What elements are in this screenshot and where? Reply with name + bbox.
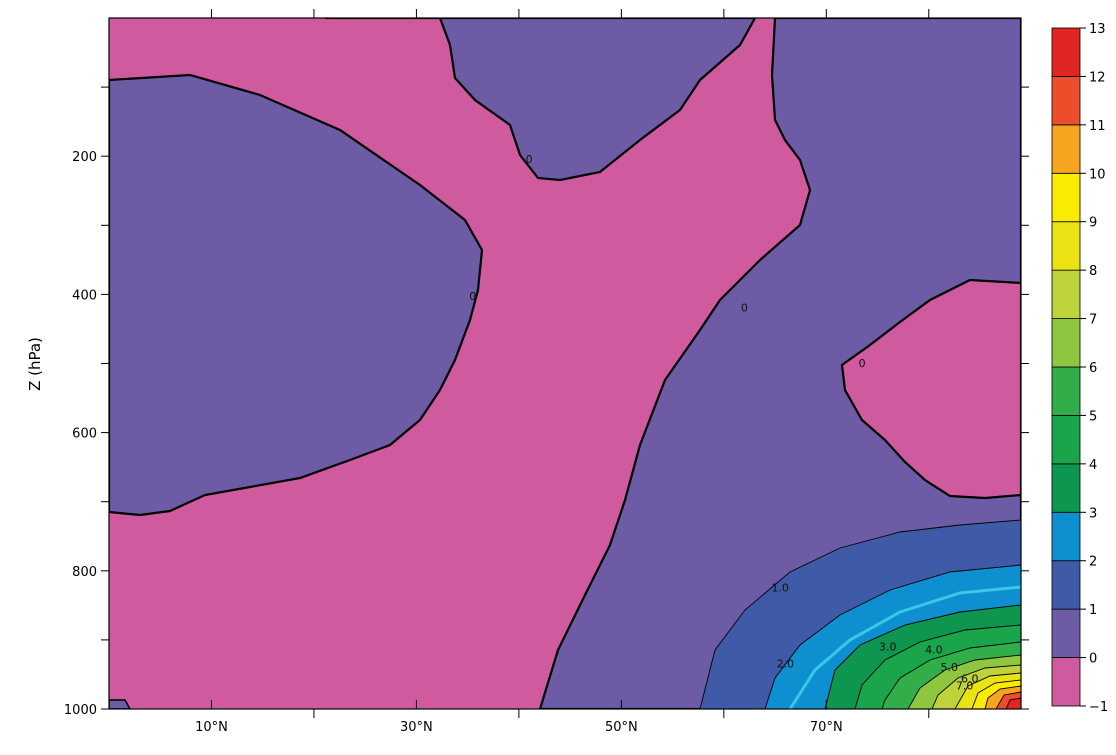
colorbar-label: 6 xyxy=(1089,361,1097,376)
contour-label: 0 xyxy=(741,302,748,315)
contour-label: 2.0 xyxy=(777,658,795,671)
colorbar-swatch xyxy=(1051,415,1081,465)
colorbar-swatch xyxy=(1051,269,1081,319)
colorbar-label: 3 xyxy=(1089,506,1097,521)
contour-label: 7.0 xyxy=(956,680,974,693)
colorbar-label: 0 xyxy=(1089,652,1097,667)
colorbar-swatch xyxy=(1051,124,1081,174)
colorbar-label: 8 xyxy=(1089,264,1097,279)
colorbar-swatch xyxy=(1051,560,1081,610)
colorbar-label: 13 xyxy=(1089,22,1106,37)
colorbar-swatch xyxy=(1051,221,1081,271)
axis-ticks: 10°N 30°N 50°N 70°N 200 400 600 800 1000 xyxy=(64,9,1029,735)
colorbar-swatch xyxy=(1051,27,1081,77)
x-tick-label: 50°N xyxy=(605,720,638,735)
contour-fills xyxy=(109,18,1021,709)
colorbar-label: 7 xyxy=(1089,313,1097,328)
contour-label: 4.0 xyxy=(925,644,943,657)
x-tick-label: 10°N xyxy=(195,720,228,735)
y-tick-label: 200 xyxy=(72,150,97,165)
contour-label: 5.0 xyxy=(941,661,959,674)
colorbar-swatch xyxy=(1051,608,1081,658)
colorbar-swatch xyxy=(1051,511,1081,562)
colorbar-label: 1 xyxy=(1089,603,1097,618)
band-12-13 xyxy=(1005,697,1021,709)
contour-label: 0 xyxy=(469,290,476,303)
contour-label: 6.0 xyxy=(961,673,979,686)
colorbar-label: 9 xyxy=(1089,216,1097,231)
x-tick-label: 30°N xyxy=(400,720,433,735)
contour-label: 3.0 xyxy=(879,640,897,653)
y-axis-title: Z (hPa) xyxy=(26,337,44,391)
colorbar-swatch xyxy=(1051,366,1081,416)
positive-patch-bottom-left xyxy=(109,699,131,709)
colorbar-label: −1 xyxy=(1089,700,1108,715)
colorbar-swatch xyxy=(1051,172,1081,223)
y-tick-label: 800 xyxy=(72,565,97,580)
colorbar-label: 4 xyxy=(1089,458,1097,473)
contour-labels: 0 0 0 0 1.0 2.0 3.0 4.0 5.06.07.0 xyxy=(469,153,978,693)
positive-region-top-middle xyxy=(325,18,757,182)
negative-region-right-island xyxy=(840,278,1021,500)
colorbar-label: 5 xyxy=(1089,409,1097,424)
colorbar-label: 2 xyxy=(1089,555,1097,570)
y-tick-label: 1000 xyxy=(64,703,97,718)
positive-region-top-left xyxy=(109,73,484,517)
contour-label: 0 xyxy=(526,153,533,166)
colorbar-label: 11 xyxy=(1089,119,1106,134)
colorbar-label: 10 xyxy=(1089,167,1106,182)
colorbar-swatch xyxy=(1051,657,1081,707)
contour-label: 1.0 xyxy=(771,582,789,595)
y-tick-label: 400 xyxy=(72,288,97,303)
colorbar-label: 12 xyxy=(1089,70,1106,85)
highlight-contour-line xyxy=(788,585,1021,709)
contour-label: 0 xyxy=(859,357,866,370)
colorbar-swatch xyxy=(1051,76,1081,126)
colorbar-swatch xyxy=(1051,318,1081,368)
y-tick-label: 600 xyxy=(72,427,97,442)
x-tick-label: 70°N xyxy=(810,720,843,735)
colorbar-swatch xyxy=(1051,463,1081,513)
